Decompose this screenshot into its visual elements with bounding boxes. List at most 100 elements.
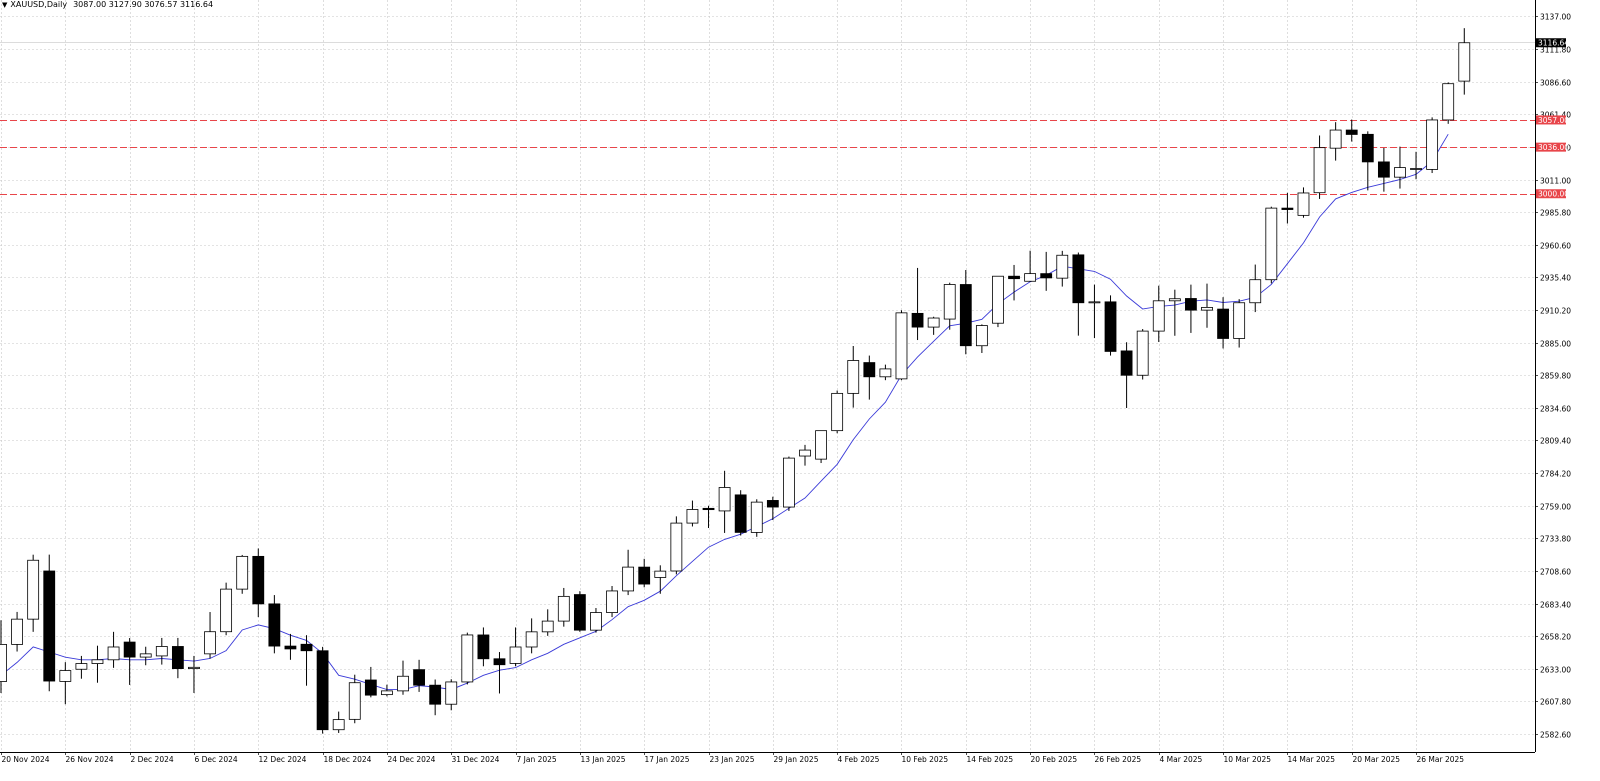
candle <box>11 611 23 652</box>
x-tick-label: 4 Feb 2025 <box>838 755 880 764</box>
candle <box>1249 264 1262 313</box>
candle <box>654 565 667 594</box>
candle-body-bull <box>107 646 120 661</box>
x-tick-label: 14 Feb 2025 <box>967 755 1014 764</box>
candle-body-bull <box>1201 307 1213 311</box>
x-tick-label: 26 Feb 2025 <box>1095 755 1142 764</box>
candle-body-bear <box>766 500 779 508</box>
candle-body-bull <box>1152 300 1165 332</box>
candle-body-bull <box>1442 83 1455 121</box>
candle <box>316 646 329 734</box>
candle-body-bull <box>975 325 988 347</box>
y-tick-label: 2784.20 <box>1540 470 1571 479</box>
candle <box>606 586 618 618</box>
candle <box>445 679 458 711</box>
x-tick-label: 24 Dec 2024 <box>388 755 436 764</box>
y-tick-label: 2960.60 <box>1540 242 1571 251</box>
candle <box>364 666 377 698</box>
candle-body-bear <box>1345 129 1358 135</box>
candle <box>509 627 522 667</box>
y-tick-label: 2633.00 <box>1540 666 1571 675</box>
candle-body-bull <box>1426 119 1439 170</box>
x-tick-label: 29 Jan 2025 <box>774 755 819 764</box>
candle <box>332 711 345 733</box>
x-tick-label: 20 Mar 2025 <box>1353 755 1401 764</box>
candle <box>477 627 490 667</box>
x-tick-label: 13 Jan 2025 <box>581 755 626 764</box>
y-tick-label: 3137.00 <box>1540 13 1571 22</box>
candle-body-bear <box>959 284 972 347</box>
candle-body-bull <box>509 646 522 664</box>
candle-body-bull <box>59 670 72 682</box>
candle <box>1361 131 1374 191</box>
candle <box>670 516 683 575</box>
candle <box>1394 146 1406 189</box>
candle <box>557 587 570 627</box>
candle <box>268 595 281 654</box>
candle-body-bull <box>557 595 570 622</box>
candle <box>429 679 442 716</box>
y-tick-label: 2809.40 <box>1540 437 1571 446</box>
candle <box>1442 82 1455 124</box>
candle <box>123 638 136 685</box>
candle-body-bull <box>397 675 409 692</box>
candle-body-bear <box>477 634 490 660</box>
candle-body-bear <box>638 566 651 585</box>
y-tick-label: 2582.60 <box>1540 731 1571 740</box>
y-tick-label: 2683.40 <box>1540 601 1571 610</box>
candle <box>1040 251 1053 291</box>
candle-body-bull <box>1265 207 1278 281</box>
candle <box>1297 187 1310 218</box>
candle-body-bull <box>75 663 88 670</box>
candle <box>91 645 104 683</box>
price-tags: 3057.00 3036.00 3000.00 3116.64 <box>1536 38 1569 199</box>
candle-body-bull <box>91 659 104 664</box>
level-tag-label: 3036.00 <box>1538 143 1569 152</box>
horizontal-levels[interactable] <box>0 42 1535 195</box>
candle <box>831 390 844 434</box>
candle <box>1152 285 1165 342</box>
y-tick-label: 2885.00 <box>1540 340 1571 349</box>
triangle-down-icon[interactable]: ▼ <box>2 1 8 9</box>
candle <box>975 324 988 353</box>
candle-body-bear <box>1361 133 1374 163</box>
candle-body-bull <box>236 555 249 590</box>
candle-body-bear <box>702 507 715 511</box>
candle <box>236 554 249 594</box>
candle-body-bull <box>1313 147 1326 194</box>
level-tag-bg <box>1536 189 1566 199</box>
candle <box>1120 342 1133 409</box>
candle-body-bull <box>992 275 1004 324</box>
candle-body-bear <box>284 645 297 650</box>
x-tick-label: 14 Mar 2025 <box>1288 755 1336 764</box>
candle <box>1088 284 1101 339</box>
candle <box>638 558 651 588</box>
candle <box>0 620 7 693</box>
y-tick-label: 2607.80 <box>1540 698 1571 707</box>
candle <box>1217 297 1229 349</box>
y-tick-label: 3086.60 <box>1540 79 1571 88</box>
candle <box>204 612 216 659</box>
candle <box>1104 295 1117 356</box>
candle-body-bull <box>1297 192 1310 216</box>
candle <box>783 456 795 511</box>
y-tick-label: 2935.40 <box>1540 274 1571 283</box>
candle-body-bull <box>1410 168 1422 170</box>
y-tick-label: 2708.60 <box>1540 568 1571 577</box>
candle <box>590 608 602 633</box>
candle <box>413 659 425 692</box>
y-tick-label: 2759.00 <box>1540 503 1571 512</box>
candle <box>943 282 956 330</box>
candle-body-bear <box>493 658 506 666</box>
candle <box>541 609 554 636</box>
candle-body-bull <box>606 590 618 613</box>
candle <box>1329 122 1342 161</box>
candle <box>1201 283 1213 328</box>
candle-body-bear <box>268 603 281 647</box>
candle <box>1281 192 1294 224</box>
candle-body-bull <box>783 457 795 508</box>
candle-body-bull <box>445 681 458 705</box>
candle-body-bull <box>1056 254 1069 279</box>
